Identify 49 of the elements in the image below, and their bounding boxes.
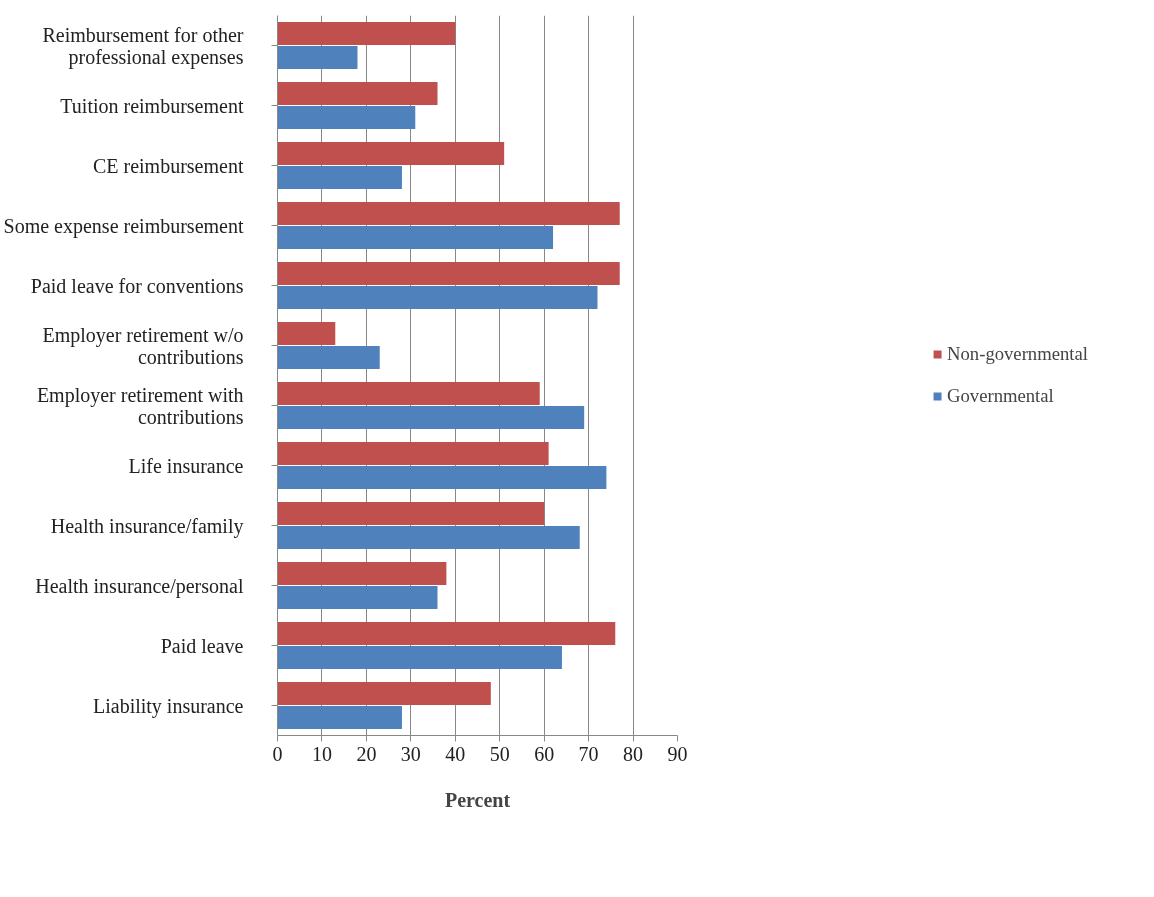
- y-tick-label: Employer retirement with contributions: [36, 383, 244, 428]
- x-tick-label: 80: [623, 742, 644, 765]
- legend-label: Governmental: [947, 385, 1054, 407]
- bar: [277, 526, 580, 549]
- x-tick-label: 30: [400, 742, 421, 765]
- bar: [277, 226, 554, 249]
- bar: [277, 106, 416, 129]
- bar: [277, 442, 549, 465]
- bar: [277, 166, 402, 189]
- y-tick-label: CE reimbursement: [92, 154, 244, 177]
- x-tick-label: 10: [311, 742, 332, 765]
- x-tick-label: 20: [356, 742, 377, 765]
- bar: [277, 22, 456, 45]
- y-tick-label: Liability insurance: [92, 694, 244, 718]
- legend-label: Non-governmental: [947, 343, 1088, 365]
- bar: [277, 286, 598, 309]
- bar: [277, 82, 438, 105]
- bar: [277, 562, 447, 585]
- bar: [277, 586, 438, 609]
- x-tick-label: 60: [534, 742, 555, 765]
- bar: [277, 466, 607, 489]
- y-tick-label: Employer retirement w/o contributions: [42, 323, 244, 368]
- bar: [277, 46, 358, 69]
- bar: [277, 622, 616, 645]
- x-tick-label: 40: [445, 742, 466, 765]
- bar: [277, 202, 620, 225]
- bar: [277, 382, 540, 405]
- bar: [277, 346, 380, 369]
- x-axis-title: Percent: [444, 788, 511, 811]
- bar: [277, 706, 402, 729]
- y-tick-label: Paid leave for conventions: [30, 274, 244, 297]
- bar: [277, 646, 562, 669]
- y-tick-label: Health insurance/personal: [35, 574, 244, 598]
- y-tick-label: Paid leave: [160, 634, 244, 657]
- y-tick-label: Health insurance/family: [50, 514, 244, 538]
- bar: [277, 682, 491, 705]
- bar: [277, 322, 336, 345]
- bar: [277, 502, 545, 525]
- bar: [277, 406, 585, 429]
- x-tick-label: 50: [489, 742, 510, 765]
- y-tick-label: Some expense reimbursement: [3, 214, 244, 238]
- y-tick-label: Reimbursement for other professional expenses: [42, 23, 244, 69]
- x-tick-label: 0: [272, 742, 283, 765]
- x-tick-label: 90: [667, 742, 688, 765]
- y-tick-label: Life insurance: [128, 454, 244, 477]
- bar: [277, 262, 620, 285]
- bar: [277, 142, 505, 165]
- y-tick-label: Tuition reimbursement: [60, 94, 244, 117]
- x-tick-label: 70: [578, 742, 599, 765]
